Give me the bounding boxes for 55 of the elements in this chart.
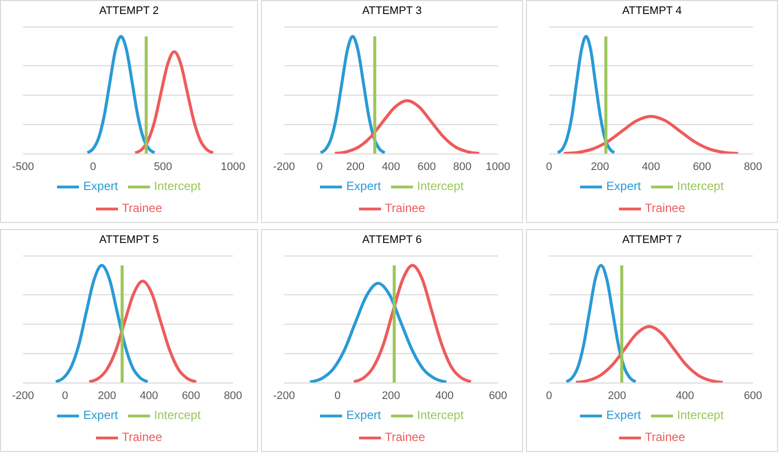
chart-title: ATTEMPT 4 bbox=[621, 4, 683, 19]
x-tick-label: 600 bbox=[182, 390, 200, 402]
x-tick-label: -200 bbox=[272, 160, 296, 173]
x-tick-label: 0 bbox=[546, 160, 552, 173]
chart-title: ATTEMPT 6 bbox=[361, 233, 423, 248]
chart-title: ATTEMPT 2 bbox=[98, 4, 160, 19]
chart-title: ATTEMPT 5 bbox=[98, 233, 160, 248]
legend-label: Intercept bbox=[416, 179, 464, 194]
legend-label: Expert bbox=[606, 179, 641, 194]
x-tick-label: 200 bbox=[590, 160, 610, 173]
x-tick-label: -200 bbox=[272, 390, 296, 402]
x-tick-label: 200 bbox=[608, 390, 626, 402]
x-tick-label: -500 bbox=[12, 160, 34, 173]
x-tick-label: 400 bbox=[435, 390, 454, 402]
legend-label: Expert bbox=[83, 179, 118, 194]
x-tick-label: 400 bbox=[382, 160, 400, 173]
legend-label: Trainee bbox=[122, 201, 162, 216]
x-tick-label: 600 bbox=[488, 390, 508, 402]
x-tick-label: 1000 bbox=[486, 160, 510, 173]
x-tick-label: 0 bbox=[334, 390, 341, 402]
x-tick-label: 600 bbox=[744, 390, 762, 402]
x-tick-label: 600 bbox=[417, 160, 436, 173]
x-tick-label: 0 bbox=[90, 160, 96, 173]
x-tick-label: 400 bbox=[140, 390, 158, 402]
chart-title: ATTEMPT 7 bbox=[621, 233, 683, 248]
x-tick-label: 0 bbox=[546, 390, 552, 402]
x-tick-label: 800 bbox=[224, 390, 242, 402]
legend-label: Intercept bbox=[676, 408, 724, 422]
x-tick-label: 500 bbox=[154, 160, 172, 173]
x-tick-label: 200 bbox=[346, 160, 365, 173]
legend-label: Trainee bbox=[384, 201, 426, 216]
x-tick-label: 400 bbox=[642, 160, 660, 173]
x-tick-label: 0 bbox=[62, 390, 68, 402]
legend-label: Expert bbox=[606, 408, 641, 422]
legend-label: Trainee bbox=[644, 201, 686, 216]
x-tick-label: 200 bbox=[98, 390, 116, 402]
x-tick-label: 400 bbox=[676, 390, 694, 402]
legend-label: Intercept bbox=[676, 179, 724, 194]
x-tick-label: 1000 bbox=[220, 160, 246, 173]
x-tick-label: 800 bbox=[744, 160, 762, 173]
chart-title: ATTEMPT 3 bbox=[361, 4, 423, 19]
legend-label: Intercept bbox=[154, 408, 201, 422]
legend-label: Expert bbox=[346, 179, 381, 194]
legend-label: Intercept bbox=[154, 179, 201, 194]
legend-label: Trainee bbox=[384, 430, 426, 444]
x-tick-label: 200 bbox=[382, 390, 400, 402]
legend-label: Trainee bbox=[122, 430, 162, 444]
x-tick-label: 600 bbox=[692, 160, 712, 173]
legend-label: Intercept bbox=[416, 408, 464, 422]
legend-label: Trainee bbox=[644, 430, 686, 444]
x-tick-label: -200 bbox=[12, 390, 34, 402]
legend-label: Expert bbox=[83, 408, 118, 422]
legend-label: Expert bbox=[346, 408, 381, 422]
x-tick-label: 0 bbox=[316, 160, 323, 173]
x-tick-label: 800 bbox=[453, 160, 472, 173]
